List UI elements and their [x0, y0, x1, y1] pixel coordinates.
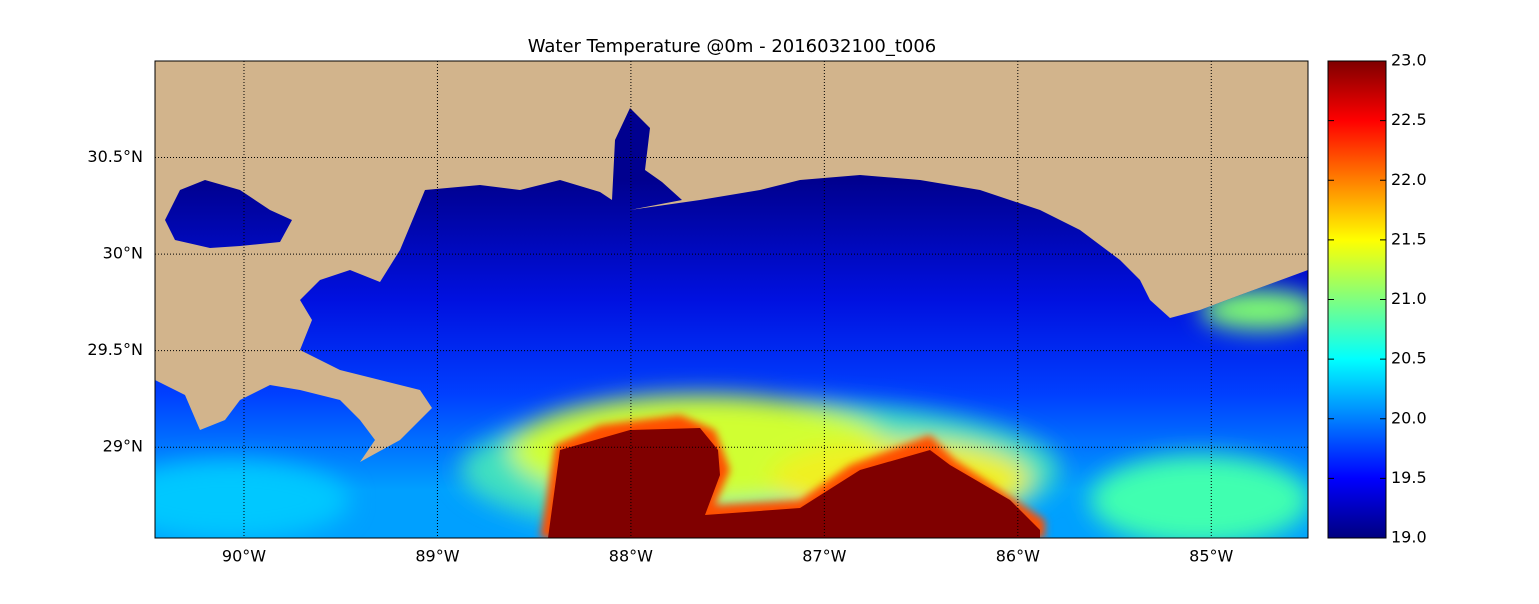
map-frame: [154, 60, 1309, 539]
colorbar-tick-label: 21.5: [1391, 229, 1427, 248]
x-tick-label: 90°W: [222, 547, 266, 566]
graticule: [155, 61, 1308, 538]
colorbar-tick-label: 19.0: [1391, 528, 1427, 547]
y-tick-label: 29.5°N: [87, 340, 143, 359]
colorbar-tick-label: 21.0: [1391, 289, 1427, 308]
colorbar-tick-label: 19.5: [1391, 468, 1427, 487]
x-tick-label: 88°W: [609, 547, 653, 566]
x-tick-label: 85°W: [1189, 547, 1233, 566]
x-tick-label: 87°W: [802, 547, 846, 566]
colorbar-tick-label: 22.0: [1391, 170, 1427, 189]
x-tick-label: 89°W: [415, 547, 459, 566]
colorbar-tick-label: 20.5: [1391, 349, 1427, 368]
y-tick-label: 29°N: [103, 437, 143, 456]
chart-title: Water Temperature @0m - 2016032100_t006: [528, 36, 937, 57]
y-tick-label: 30°N: [103, 244, 143, 263]
colorbar-tick-label: 23.0: [1391, 51, 1427, 70]
y-tick-label: 30.5°N: [87, 147, 143, 166]
colorbar: [1327, 60, 1387, 539]
colorbar-tick-label: 20.0: [1391, 408, 1427, 427]
x-tick-label: 86°W: [996, 547, 1040, 566]
colorbar-tick-label: 22.5: [1391, 110, 1427, 129]
